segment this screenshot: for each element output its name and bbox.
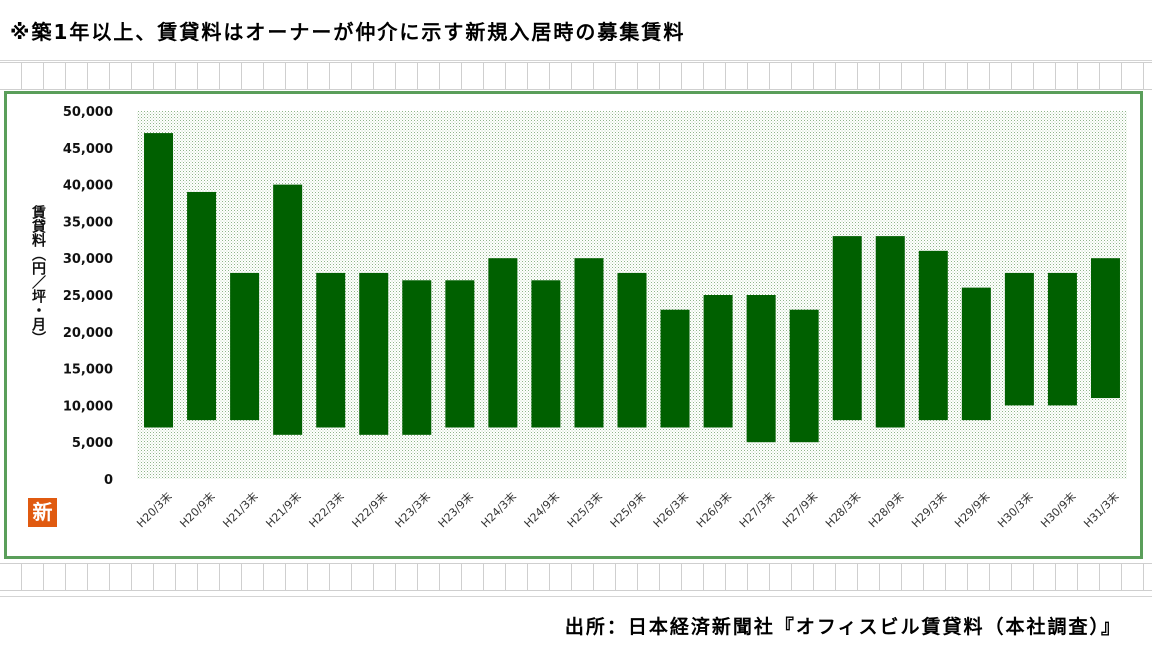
x-tick-label: H27/9末	[779, 489, 820, 530]
x-tick-label: H20/9末	[177, 489, 218, 530]
spreadsheet-grid-bottom	[0, 563, 1152, 591]
x-tick-label: H26/3末	[650, 489, 691, 530]
x-tick-label: H31/3末	[1081, 489, 1122, 530]
x-tick-label: H22/9末	[349, 489, 390, 530]
spreadsheet-grid-top	[0, 62, 1152, 90]
note-text: ※築1年以上、賃貸料はオーナーが仲介に示す新規入居時の募集賃料	[10, 20, 686, 44]
range-bar	[1090, 258, 1120, 399]
x-tick-label: H26/9末	[693, 489, 734, 530]
x-tick-label: H20/3末	[134, 489, 175, 530]
range-bar	[961, 287, 991, 421]
range-bar	[746, 295, 776, 443]
y-tick-label: 25,000	[63, 289, 113, 304]
range-bar	[316, 272, 346, 428]
x-tick-label: H30/3末	[995, 489, 1036, 530]
range-bar	[617, 272, 647, 428]
y-tick-label: 30,000	[63, 252, 113, 267]
x-tick-label: H21/9末	[263, 489, 304, 530]
x-tick-label: H27/3末	[736, 489, 777, 530]
divider	[0, 596, 1152, 597]
x-tick-label: H21/3末	[220, 489, 261, 530]
range-bar	[187, 191, 217, 421]
range-bar	[918, 250, 948, 421]
x-tick-label: H23/9末	[435, 489, 476, 530]
y-tick-label: 15,000	[63, 363, 113, 378]
y-tick-label: 40,000	[63, 179, 113, 194]
range-bar	[832, 236, 862, 421]
range-bar	[660, 309, 690, 428]
range-bar	[574, 258, 604, 428]
range-bar	[1004, 272, 1034, 406]
range-bar	[273, 184, 303, 435]
x-tick-label: H25/9末	[607, 489, 648, 530]
x-tick-label: H24/9末	[521, 489, 562, 530]
y-tick-label: 10,000	[63, 399, 113, 414]
range-bar	[531, 280, 561, 428]
range-bar	[875, 236, 905, 428]
x-tick-label: H23/3末	[392, 489, 433, 530]
range-bar	[359, 272, 389, 435]
x-tick-label: H28/3末	[822, 489, 863, 530]
y-tick-label: 0	[104, 473, 113, 488]
source-text: 出所：日本経済新聞社『オフィスビル賃貸料（本社調査）』	[564, 616, 1122, 638]
range-bar	[445, 280, 475, 428]
range-bar	[402, 280, 432, 435]
x-tick-label: H29/3末	[908, 489, 949, 530]
y-tick-label: 20,000	[63, 326, 113, 341]
x-tick-label: H24/3末	[478, 489, 519, 530]
range-bar	[230, 272, 260, 421]
x-tick-label: H25/3末	[564, 489, 605, 530]
y-tick-label: 45,000	[63, 142, 113, 157]
range-bar	[1047, 272, 1077, 406]
nikkei-logo: 新	[28, 498, 57, 527]
range-bar	[789, 309, 819, 443]
divider	[0, 60, 1152, 61]
x-tick-label: H28/9末	[865, 489, 906, 530]
y-tick-label: 50,000	[63, 105, 113, 120]
x-tick-label: H22/3末	[306, 489, 347, 530]
y-axis-label: 賃貸料（円／坪・月）	[30, 205, 46, 345]
range-bar	[144, 133, 174, 428]
y-tick-label: 5,000	[72, 436, 113, 451]
x-tick-label: H30/9末	[1038, 489, 1079, 530]
range-bar	[488, 258, 518, 428]
x-tick-label: H29/9末	[951, 489, 992, 530]
range-bar	[703, 295, 733, 428]
y-tick-label: 35,000	[63, 215, 113, 230]
